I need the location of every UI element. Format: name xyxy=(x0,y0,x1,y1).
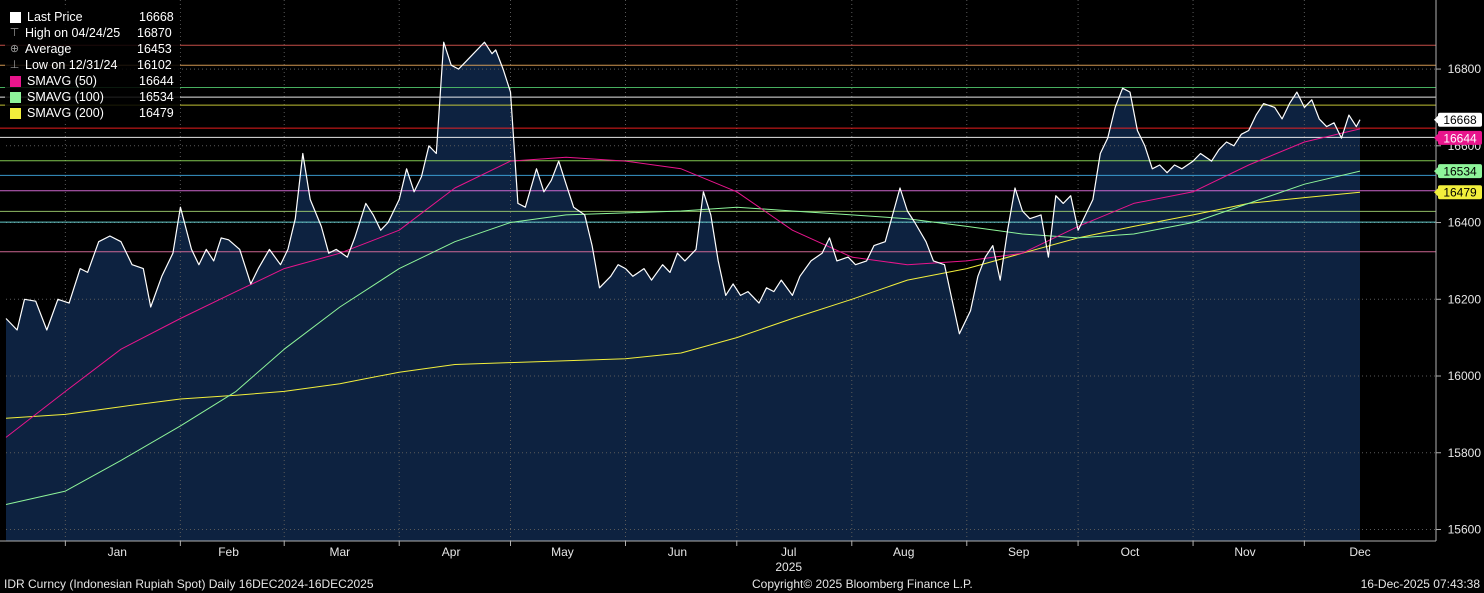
chart-legend: Last Price 16668 ⊤ High on 04/24/25 1687… xyxy=(5,7,180,123)
legend-value: 16479 xyxy=(139,106,174,120)
legend-label: Last Price xyxy=(27,10,83,24)
last-value-tag-pointer xyxy=(1434,167,1438,176)
y-tick-label: 16800 xyxy=(1448,62,1482,76)
last-value-tag: 16644 xyxy=(1434,130,1482,145)
footer-security-description: IDR Curncy (Indonesian Rupiah Spot) Dail… xyxy=(4,577,374,591)
last-value-tag-pointer xyxy=(1434,133,1438,142)
sma200-swatch-icon xyxy=(10,107,21,119)
last-value-tag: 16534 xyxy=(1434,164,1482,179)
legend-value: 16534 xyxy=(139,90,174,104)
legend-label: SMAVG (200) xyxy=(27,106,104,120)
x-tick-label: Jan xyxy=(108,545,127,559)
last-value-tag-label: 16668 xyxy=(1443,113,1477,127)
x-tick-label: Jun xyxy=(668,545,687,559)
legend-label: SMAVG (100) xyxy=(27,90,104,104)
legend-label: Average xyxy=(25,42,72,56)
legend-value: 16644 xyxy=(139,74,174,88)
legend-label: High on 04/24/25 xyxy=(25,26,121,40)
last-value-tag-pointer xyxy=(1434,115,1438,124)
x-tick-label: Apr xyxy=(442,545,461,559)
high-marker-icon: ⊤ xyxy=(9,26,20,39)
sma50-swatch-icon xyxy=(10,75,21,87)
last-value-tag-label: 16644 xyxy=(1443,131,1477,145)
last-value-tag-bg xyxy=(1438,185,1482,200)
legend-row-sma200: SMAVG (200) 16479 xyxy=(8,105,174,121)
x-tick-label: Nov xyxy=(1234,545,1255,559)
x-tick-label: Mar xyxy=(330,545,351,559)
last-value-tag-pointer xyxy=(1434,188,1438,197)
last-value-tag-bg xyxy=(1438,164,1482,179)
legend-row-average: ⊕ Average 16453 xyxy=(8,41,174,57)
legend-value: 16453 xyxy=(137,42,172,56)
y-tick-label: 16200 xyxy=(1448,292,1482,306)
sma100-swatch-icon xyxy=(10,91,21,103)
x-tick-label: Jul xyxy=(781,545,796,559)
legend-row-low: ⊥ Low on 12/31/24 16102 xyxy=(8,57,174,73)
last-value-tag-label: 16479 xyxy=(1443,186,1477,200)
legend-row-sma50: SMAVG (50) 16644 xyxy=(8,73,174,89)
y-tick-label: 15800 xyxy=(1448,446,1482,460)
footer-timestamp: 16-Dec-2025 07:43:38 xyxy=(1360,577,1480,591)
x-year-label: 2025 xyxy=(775,560,802,574)
average-marker-icon: ⊕ xyxy=(9,42,20,55)
legend-value: 16668 xyxy=(139,10,174,24)
legend-value: 16870 xyxy=(137,26,172,40)
last-value-tag: 16479 xyxy=(1434,185,1482,200)
legend-label: Low on 12/31/24 xyxy=(25,58,118,72)
legend-row-sma100: SMAVG (100) 16534 xyxy=(8,89,174,105)
low-marker-icon: ⊥ xyxy=(9,58,20,71)
last-value-tag-label: 16534 xyxy=(1443,165,1477,179)
legend-row-last-price: Last Price 16668 xyxy=(8,9,174,25)
x-tick-label: Aug xyxy=(893,545,914,559)
legend-label: SMAVG (50) xyxy=(27,74,97,88)
y-tick-label: 16400 xyxy=(1448,216,1482,230)
last-value-tag: 16668 xyxy=(1434,112,1482,127)
footer-copyright: Copyright© 2025 Bloomberg Finance L.P. xyxy=(752,577,973,591)
x-tick-label: May xyxy=(551,545,574,559)
x-tick-label: Oct xyxy=(1121,545,1140,559)
legend-value: 16102 xyxy=(137,58,172,72)
x-tick-label: Feb xyxy=(218,545,239,559)
series-line-price xyxy=(5,41,1361,335)
x-tick-label: Dec xyxy=(1349,545,1370,559)
x-tick-label: Sep xyxy=(1008,545,1030,559)
series-line-sma50 xyxy=(5,128,1361,438)
last-value-tag-bg xyxy=(1438,130,1482,145)
y-tick-label: 16000 xyxy=(1448,369,1482,383)
series-line-sma200 xyxy=(5,191,1361,419)
y-tick-label: 15600 xyxy=(1448,522,1482,536)
last-price-swatch-icon xyxy=(10,11,21,23)
series-line-sma100 xyxy=(5,170,1361,505)
legend-row-high: ⊤ High on 04/24/25 16870 xyxy=(8,25,174,41)
last-value-tag-bg xyxy=(1438,112,1482,127)
price-area-fill xyxy=(6,42,1360,541)
